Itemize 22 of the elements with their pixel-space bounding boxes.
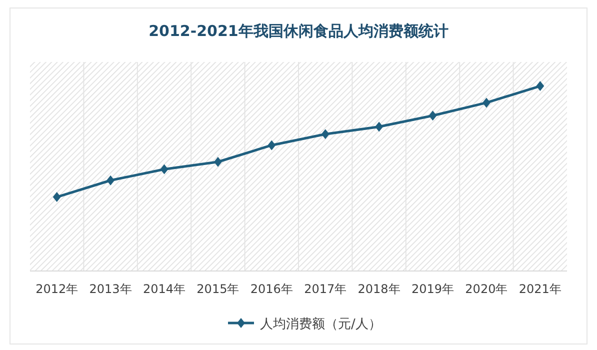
point xyxy=(375,122,384,132)
x-tick-label: 2013年 xyxy=(89,282,132,296)
point xyxy=(428,110,437,121)
x-tick-label: 2015年 xyxy=(196,282,240,296)
point xyxy=(106,175,115,186)
x-tick-label: 2018年 xyxy=(358,282,400,296)
x-tick-label: 2017年 xyxy=(304,282,347,296)
point xyxy=(160,164,168,174)
x-tick-label: 2020年 xyxy=(465,282,508,296)
point xyxy=(321,129,330,140)
x-tick-label: 2014年 xyxy=(142,282,186,296)
point xyxy=(482,98,490,108)
x-tick-label: 2012年 xyxy=(36,282,78,296)
point xyxy=(214,156,222,167)
point xyxy=(536,81,544,92)
x-tick-label: 2021年 xyxy=(518,282,562,296)
x-tick-label: 2016年 xyxy=(250,282,293,296)
point xyxy=(52,192,61,202)
point xyxy=(268,140,276,150)
chart-title: 2012-2021年我国休闲食品人均消费额统计 xyxy=(148,22,448,40)
x-tick-label: 2019年 xyxy=(411,282,454,296)
legend-label: 人均消费额（元/人） xyxy=(260,317,382,332)
